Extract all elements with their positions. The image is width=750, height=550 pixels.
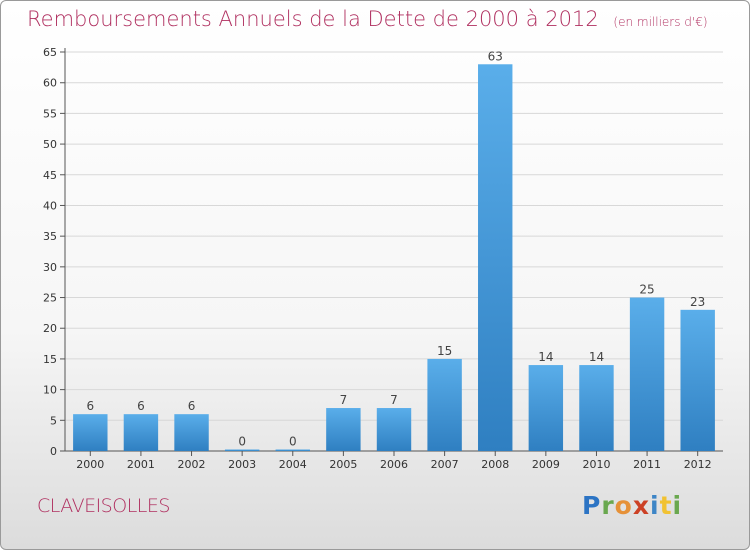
x-tick-label: 2003 bbox=[228, 458, 256, 471]
y-tick-label: 0 bbox=[50, 445, 57, 458]
x-tick-label: 2005 bbox=[329, 458, 357, 471]
data-label: 6 bbox=[137, 399, 145, 413]
bar bbox=[579, 365, 614, 451]
proxiti-logo: Proxiti bbox=[582, 491, 682, 520]
x-tick-label: 2012 bbox=[684, 458, 712, 471]
y-tick-label: 55 bbox=[43, 107, 57, 120]
y-tick-label: 15 bbox=[43, 353, 57, 366]
bar bbox=[680, 309, 715, 451]
chart-title-text: Remboursements Annuels de la Dette de 20… bbox=[27, 7, 599, 31]
data-label: 0 bbox=[289, 435, 297, 449]
data-label: 63 bbox=[488, 49, 503, 63]
bar bbox=[73, 414, 108, 451]
y-tick-label: 65 bbox=[43, 46, 57, 59]
x-tick-label: 2011 bbox=[633, 458, 661, 471]
bar bbox=[326, 408, 361, 451]
x-tick-label: 2002 bbox=[178, 458, 206, 471]
logo-letter: o bbox=[614, 491, 633, 520]
y-tick-label: 50 bbox=[43, 138, 57, 151]
chart-title: Remboursements Annuels de la Dette de 20… bbox=[27, 7, 708, 31]
y-tick-label: 60 bbox=[43, 77, 57, 90]
x-tick-label: 2008 bbox=[481, 458, 509, 471]
logo-letter: i bbox=[650, 491, 660, 520]
y-tick-label: 25 bbox=[43, 292, 57, 305]
bar bbox=[629, 297, 665, 451]
data-label: 25 bbox=[639, 283, 654, 297]
chart-subtitle: (en milliers d'€) bbox=[613, 15, 708, 29]
logo-letter: i bbox=[672, 491, 683, 520]
data-label: 23 bbox=[690, 295, 705, 309]
bar bbox=[174, 414, 209, 451]
bar bbox=[528, 365, 564, 451]
bar bbox=[224, 449, 260, 451]
bar bbox=[427, 358, 462, 451]
data-label: 6 bbox=[188, 399, 196, 413]
x-tick-label: 2007 bbox=[431, 458, 459, 471]
logo-letter: P bbox=[582, 491, 602, 520]
x-tick-label: 2001 bbox=[127, 458, 155, 471]
x-tick-label: 2009 bbox=[532, 458, 560, 471]
data-label: 14 bbox=[589, 350, 604, 364]
y-tick-label: 35 bbox=[43, 230, 57, 243]
data-label: 14 bbox=[538, 350, 553, 364]
bar bbox=[123, 414, 159, 451]
x-tick-label: 2010 bbox=[582, 458, 610, 471]
data-label: 6 bbox=[86, 399, 94, 413]
data-label: 0 bbox=[238, 435, 246, 449]
bar bbox=[376, 408, 412, 451]
data-label: 15 bbox=[437, 344, 452, 358]
logo-letter: r bbox=[601, 491, 615, 520]
logo-letter: x bbox=[632, 491, 650, 520]
data-label: 7 bbox=[340, 393, 348, 407]
x-tick-label: 2004 bbox=[279, 458, 307, 471]
town-name: CLAVEISOLLES bbox=[37, 495, 170, 517]
y-tick-label: 45 bbox=[43, 169, 57, 182]
y-tick-label: 5 bbox=[50, 414, 57, 427]
x-tick-label: 2006 bbox=[380, 458, 408, 471]
y-tick-label: 40 bbox=[43, 199, 57, 212]
bar bbox=[478, 64, 513, 452]
y-tick-label: 10 bbox=[43, 384, 57, 397]
x-tick-label: 2000 bbox=[76, 458, 104, 471]
bar bbox=[275, 449, 310, 451]
y-tick-label: 20 bbox=[43, 322, 57, 335]
logo-letter: t bbox=[659, 491, 673, 520]
y-tick-label: 30 bbox=[43, 261, 57, 274]
data-label: 7 bbox=[390, 393, 398, 407]
